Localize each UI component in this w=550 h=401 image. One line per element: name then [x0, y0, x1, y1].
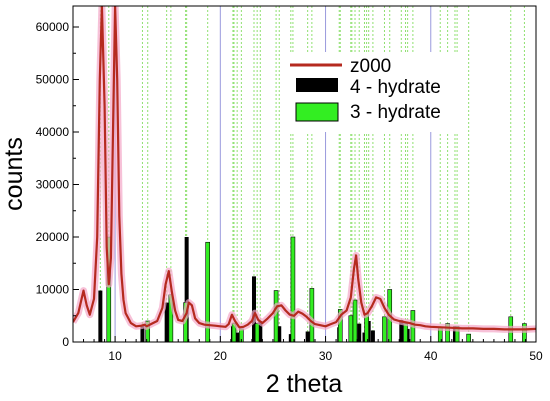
- bar-3-hydrate: [273, 290, 279, 342]
- x-tick-label: 30: [319, 349, 333, 363]
- bar-4-hydrate: [258, 321, 263, 342]
- x-tick-label: 40: [424, 349, 438, 363]
- bar-4-hydrate: [357, 323, 362, 342]
- bar-4-hydrate: [399, 319, 404, 342]
- series-line-z000: [73, 6, 536, 331]
- bar-3-hydrate: [348, 315, 354, 342]
- bar-3-hydrate: [403, 323, 408, 342]
- bar-3-hydrate: [337, 309, 343, 342]
- y-tick-label: 40000: [36, 125, 70, 139]
- y-tick-label: 60000: [36, 20, 70, 34]
- bar-3-hydrate: [205, 241, 210, 342]
- bar-4-hydrate: [277, 326, 282, 342]
- y-axis-title: counts: [0, 137, 28, 211]
- bar-3-hydrate: [445, 323, 450, 342]
- bar-4-hydrate: [235, 332, 240, 342]
- bar-4-hydrate: [98, 290, 103, 342]
- y-tick-label: 50000: [36, 73, 70, 87]
- x-tick-label: 50: [529, 349, 543, 363]
- bar-4-hydrate: [305, 331, 310, 342]
- bar-3-hydrate: [254, 323, 260, 342]
- bar-3-hydrate: [382, 316, 387, 342]
- y-tick-label: 0: [62, 335, 69, 349]
- bar-4-hydrate: [140, 325, 145, 342]
- bar-3-hydrate: [145, 320, 151, 342]
- bar-4-hydrate: [370, 330, 375, 342]
- y-axis: 0 10000 20000 30000 40000 50000 60000: [36, 20, 79, 349]
- bar-4-hydrate: [251, 276, 256, 342]
- reference-lines: [99, 6, 525, 342]
- bar-3-hydrate: [352, 299, 358, 342]
- legend-label-z000: z000: [350, 56, 391, 77]
- legend: z000 4 - hydrate 3 - hydrate: [285, 52, 463, 132]
- legend-label-4-hydrate: 4 - hydrate: [350, 77, 441, 98]
- bar-3-hydrate: [290, 236, 296, 342]
- bar-3-hydrate: [466, 333, 471, 342]
- legend-label-3-hydrate: 3 - hydrate: [350, 102, 441, 123]
- y-tick-label: 30000: [36, 178, 70, 192]
- line-layer: [73, 6, 536, 333]
- y-tick-label: 10000: [36, 283, 70, 297]
- x-tick-label: 10: [108, 349, 122, 363]
- x-tick-label: 20: [214, 349, 228, 363]
- bar-4-hydrate: [184, 237, 189, 342]
- bar-3-hydrate: [309, 288, 315, 342]
- x-axis: 10 20 30 40 50: [72, 336, 543, 363]
- legend-swatch-3-hydrate: [295, 102, 339, 122]
- x-axis-title: 2 theta: [266, 370, 343, 398]
- y-tick-label: 20000: [36, 230, 70, 244]
- bar-4-hydrate: [164, 302, 169, 342]
- legend-swatch-4-hydrate: [296, 78, 338, 92]
